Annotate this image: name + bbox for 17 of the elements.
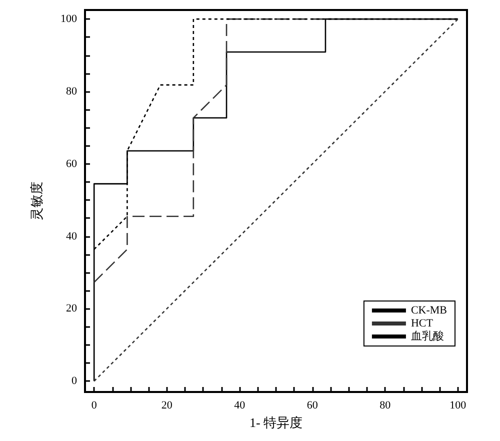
x-tick-label: 0 [91,400,98,412]
legend-label: HCT [410,318,434,330]
x-tick-label: 40 [234,400,246,412]
y-tick-label: 60 [66,158,78,170]
x-axis-title: 1- 特异度 [249,415,303,430]
y-axis-title: 灵敏度 [29,182,44,220]
x-tick-label: 80 [380,400,392,412]
y-tick-label: 80 [66,85,78,98]
y-tick-label: 100 [60,13,78,26]
x-tick-label: 60 [306,400,318,412]
x-tick-label: 20 [161,400,173,412]
y-tick-label: 0 [72,375,78,388]
y-tick-label: 40 [66,230,78,242]
y-tick-label: 20 [66,302,78,315]
legend-label: CK-MB [410,304,447,316]
x-tick-label: 100 [450,400,467,412]
legend-label: 血乳酸 [410,330,444,342]
